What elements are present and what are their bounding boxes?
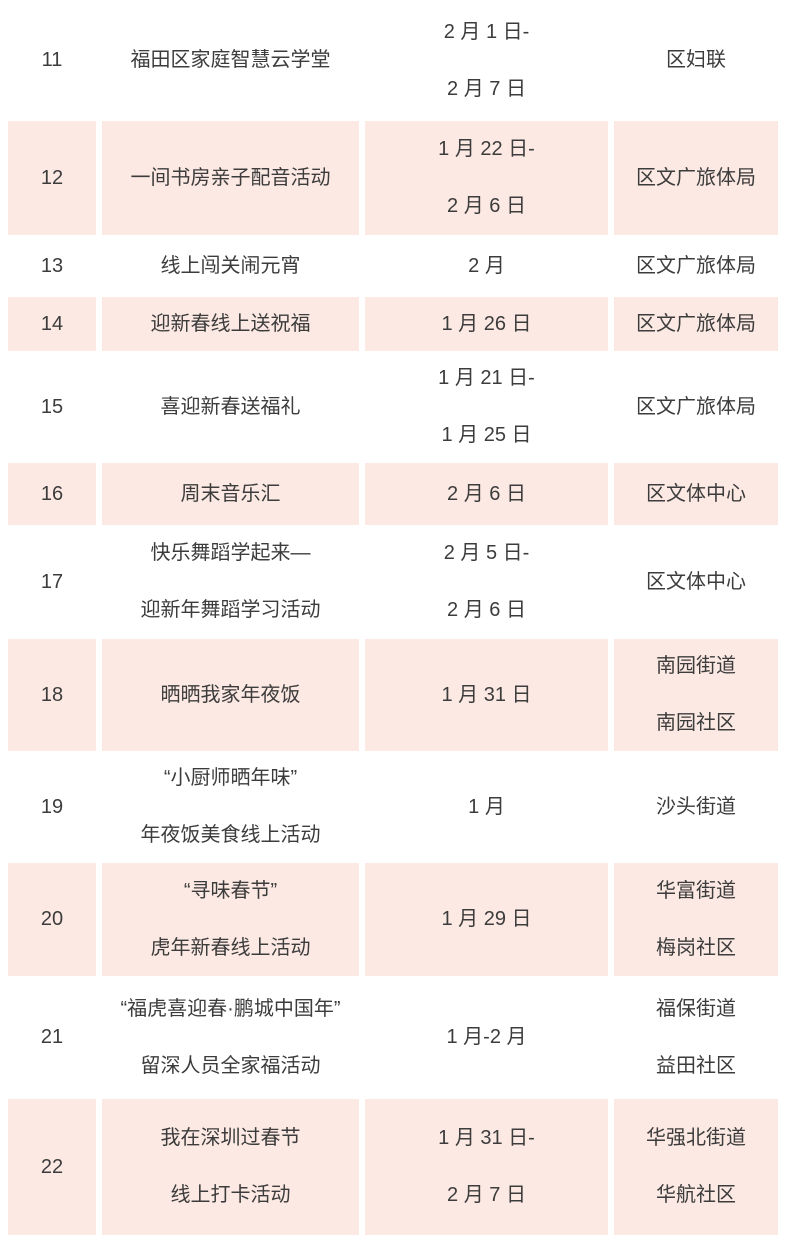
date-cell: 1 月 bbox=[468, 795, 505, 818]
activity-name-cell: 线上闯关闹元宵 bbox=[160, 254, 301, 277]
activity-name-cell: 一间书房亲子配音活动 bbox=[102, 121, 359, 235]
date-cell: 1 月 26 日 bbox=[365, 297, 608, 351]
row-number-cell: 19 bbox=[40, 795, 64, 818]
row-number-cell: 11 bbox=[41, 49, 63, 71]
row-number-cell: 12 bbox=[8, 121, 96, 235]
table-row: 21 “福虎喜迎春·鹏城中国年” 留深人员全家福活动 1 月-2 月 福保街道 … bbox=[8, 976, 778, 1099]
table-row: 17 快乐舞蹈学起来— 迎新年舞蹈学习活动 2 月 5 日- 2 月 6 日 区… bbox=[8, 525, 778, 639]
activity-name-cell: 晒晒我家年夜饭 bbox=[102, 639, 359, 751]
row-number-cell: 21 bbox=[40, 1026, 64, 1048]
activity-name-cell: “福虎喜迎春·鹏城中国年” 留深人员全家福活动 bbox=[120, 997, 341, 1077]
activity-name-cell: 周末音乐汇 bbox=[102, 463, 359, 525]
row-number-cell: 22 bbox=[8, 1099, 96, 1235]
organizer-cell: 区文广旅体局 bbox=[636, 395, 756, 418]
row-number-cell: 18 bbox=[8, 639, 96, 751]
table-row: 12 一间书房亲子配音活动 1 月 22 日- 2 月 6 日 区文广旅体局 bbox=[8, 121, 778, 235]
date-cell: 2 月 5 日- 2 月 6 日 bbox=[443, 542, 530, 621]
date-cell: 1 月-2 月 bbox=[446, 1026, 527, 1048]
date-cell: 2 月 1 日- 2 月 7 日 bbox=[443, 20, 530, 100]
table-row: 20 “寻味春节” 虎年新春线上活动 1 月 29 日 华富街道 梅岗社区 bbox=[8, 863, 778, 976]
activity-name-cell: “小厨师晒年味” 年夜饭美食线上活动 bbox=[140, 767, 321, 846]
organizer-cell: 南园街道 南园社区 bbox=[614, 639, 778, 751]
table-row: 11 福田区家庭智慧云学堂 2 月 1 日- 2 月 7 日 区妇联 bbox=[8, 0, 778, 121]
date-cell: 1 月 22 日- 2 月 6 日 bbox=[365, 121, 608, 235]
activity-name-cell: 喜迎新春送福礼 bbox=[160, 395, 301, 418]
row-number-cell: 16 bbox=[8, 463, 96, 525]
organizer-cell: 区文体中心 bbox=[614, 463, 778, 525]
organizer-cell: 区文体中心 bbox=[646, 570, 746, 593]
activity-name-cell: “寻味春节” 虎年新春线上活动 bbox=[102, 863, 359, 976]
table-row: 15 喜迎新春送福礼 1 月 21 日- 1 月 25 日 区文广旅体局 bbox=[8, 351, 778, 463]
table-row: 16 周末音乐汇 2 月 6 日 区文体中心 bbox=[8, 463, 778, 525]
organizer-cell: 福保街道 益田社区 bbox=[656, 997, 736, 1077]
table-row: 13 线上闯关闹元宵 2 月 区文广旅体局 bbox=[8, 235, 778, 297]
organizer-cell: 华强北街道 华航社区 bbox=[614, 1099, 778, 1235]
row-number-cell: 13 bbox=[40, 254, 64, 277]
date-cell: 2 月 6 日 bbox=[365, 463, 608, 525]
organizer-cell: 华富街道 梅岗社区 bbox=[614, 863, 778, 976]
date-cell: 1 月 21 日- 1 月 25 日 bbox=[438, 367, 535, 446]
activity-name-cell: 福田区家庭智慧云学堂 bbox=[130, 49, 331, 71]
organizer-cell: 区文广旅体局 bbox=[614, 297, 778, 351]
date-cell: 1 月 29 日 bbox=[365, 863, 608, 976]
date-cell: 2 月 bbox=[468, 254, 505, 277]
organizer-cell: 区文广旅体局 bbox=[614, 121, 778, 235]
row-number-cell: 17 bbox=[40, 570, 64, 593]
organizer-cell: 区妇联 bbox=[666, 49, 726, 71]
date-cell: 1 月 31 日- 2 月 7 日 bbox=[365, 1099, 608, 1235]
activity-table: 11 福田区家庭智慧云学堂 2 月 1 日- 2 月 7 日 区妇联 12 一间… bbox=[8, 0, 778, 1235]
table-row: 22 我在深圳过春节 线上打卡活动 1 月 31 日- 2 月 7 日 华强北街… bbox=[8, 1099, 778, 1235]
table-row: 18 晒晒我家年夜饭 1 月 31 日 南园街道 南园社区 bbox=[8, 639, 778, 751]
table-row: 14 迎新春线上送祝福 1 月 26 日 区文广旅体局 bbox=[8, 297, 778, 351]
organizer-cell: 沙头街道 bbox=[656, 795, 736, 818]
activity-name-cell: 迎新春线上送祝福 bbox=[102, 297, 359, 351]
row-number-cell: 15 bbox=[40, 395, 64, 418]
activity-name-cell: 我在深圳过春节 线上打卡活动 bbox=[102, 1099, 359, 1235]
date-cell: 1 月 31 日 bbox=[365, 639, 608, 751]
row-number-cell: 14 bbox=[8, 297, 96, 351]
activity-name-cell: 快乐舞蹈学起来— 迎新年舞蹈学习活动 bbox=[140, 542, 321, 621]
organizer-cell: 区文广旅体局 bbox=[636, 254, 756, 277]
row-number-cell: 20 bbox=[8, 863, 96, 976]
table-row: 19 “小厨师晒年味” 年夜饭美食线上活动 1 月 沙头街道 bbox=[8, 751, 778, 863]
